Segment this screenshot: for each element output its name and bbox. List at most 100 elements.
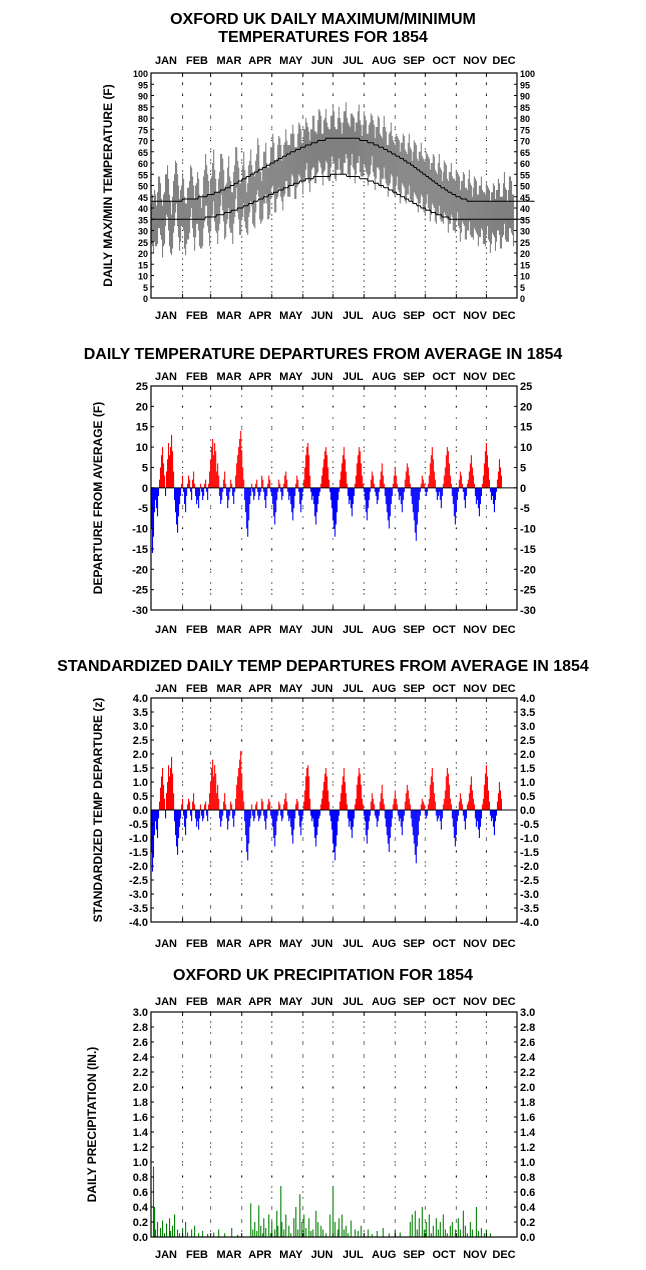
month-label-top: SEP (403, 55, 425, 67)
normal-max-line (151, 137, 535, 202)
y-tick-label-left: 0.0 (133, 1232, 148, 1244)
month-label-top: OCT (432, 371, 456, 383)
month-label-bottom: FEB (186, 624, 208, 636)
y-tick-label-right: 2.4 (520, 1052, 536, 1064)
month-label-bottom: JAN (155, 1249, 177, 1261)
y-tick-label-right: 65 (520, 148, 530, 158)
y-tick-label-right: 20 (520, 401, 532, 413)
month-label-top: AUG (372, 55, 396, 67)
y-tick-label-left: 10 (138, 272, 148, 282)
month-label-top: AUG (372, 683, 396, 695)
month-label-bottom: DEC (492, 624, 515, 636)
y-tick-label-right: 1.4 (520, 1127, 536, 1139)
month-label-bottom: SEP (403, 1249, 425, 1261)
month-label-top: APR (248, 371, 271, 383)
y-tick-label-left: 20 (136, 401, 148, 413)
month-label-top: SEP (403, 996, 425, 1008)
y-tick-label-right: 2.8 (520, 1022, 535, 1034)
y-tick-label-right: 5 (520, 283, 525, 293)
y-tick-label-left: 55 (138, 170, 148, 180)
month-label-bottom: MAR (216, 624, 241, 636)
month-label-top: FEB (186, 996, 208, 1008)
y-tick-label-left: -30 (132, 605, 148, 617)
month-label-bottom: AUG (372, 938, 396, 950)
y-tick-label-right: 70 (520, 137, 530, 147)
month-label-bottom: MAR (216, 1249, 241, 1261)
month-label-top: DEC (492, 371, 515, 383)
y-tick-label-left: 2.6 (133, 1037, 148, 1049)
y-tick-label-left: -3.0 (129, 889, 148, 901)
month-label-top: MAY (279, 683, 303, 695)
y-tick-label-left: 3.5 (133, 707, 148, 719)
y-tick-label-left: 65 (138, 148, 148, 158)
y-tick-label-right: 0.5 (520, 791, 535, 803)
y-tick-label-right: 0 (520, 294, 525, 304)
month-label-top: MAY (279, 371, 303, 383)
y-tick-label-right: 0.0 (520, 1232, 535, 1244)
month-label-top: FEB (186, 55, 208, 67)
month-label-bottom: NOV (463, 1249, 488, 1261)
chart-title: OXFORD UK DAILY MAXIMUM/MINIMUM (170, 11, 476, 28)
y-tick-label-right: 0.2 (520, 1217, 535, 1229)
y-tick-label-left: -1.5 (129, 847, 148, 859)
month-label-bottom: NOV (463, 938, 488, 950)
y-tick-label-right: -20 (520, 564, 536, 576)
y-tick-label-right: -1.5 (520, 847, 539, 859)
month-label-top: OCT (432, 683, 456, 695)
y-tick-label-right: 10 (520, 272, 530, 282)
y-tick-label-right: 40 (520, 204, 530, 214)
chart-title: DAILY TEMPERATURE DEPARTURES FROM AVERAG… (84, 346, 563, 363)
month-label-top: JUL (343, 371, 364, 383)
normal-min-line (151, 173, 525, 220)
y-tick-label-left: 1.8 (133, 1097, 148, 1109)
month-label-top: JAN (155, 371, 177, 383)
month-label-top: MAY (279, 996, 303, 1008)
y-tick-label-left: -4.0 (129, 917, 148, 929)
y-tick-label-left: 3.0 (133, 1007, 148, 1019)
y-tick-label-right: -2.0 (520, 861, 539, 873)
y-tick-label-right: -4.0 (520, 917, 539, 929)
month-label-top: JUN (311, 371, 333, 383)
month-label-bottom: APR (248, 624, 271, 636)
y-tick-label-left: 5 (142, 462, 148, 474)
month-label-top: JAN (155, 683, 177, 695)
month-label-top: AUG (372, 371, 396, 383)
y-tick-label-left: 20 (138, 249, 148, 259)
y-tick-label-right: 1.8 (520, 1097, 535, 1109)
month-label-bottom: JAN (155, 310, 177, 322)
y-tick-label-right: 3.5 (520, 707, 535, 719)
data-marks (152, 1166, 491, 1237)
y-tick-label-left: 85 (138, 103, 148, 113)
month-label-bottom: APR (248, 1249, 271, 1261)
y-tick-label-right: 15 (520, 422, 532, 434)
y-tick-label-left: -15 (132, 544, 148, 556)
month-label-bottom: JUN (311, 1249, 333, 1261)
y-tick-label-left: 50 (138, 182, 148, 192)
month-label-bottom: AUG (372, 310, 396, 322)
month-label-bottom: JUN (311, 624, 333, 636)
y-tick-label-right: -3.5 (520, 903, 539, 915)
month-label-bottom: NOV (463, 624, 488, 636)
month-label-top: JUN (311, 996, 333, 1008)
month-label-top: MAR (216, 683, 241, 695)
chart-panel-precip: OXFORD UK PRECIPITATION FOR 1854 JAN JAN FE… (85, 967, 536, 1261)
y-tick-label-right: -3.0 (520, 889, 539, 901)
y-tick-label-left: 3.0 (133, 721, 148, 733)
y-tick-label-left: -3.5 (129, 903, 148, 915)
month-label-bottom: JUL (343, 938, 364, 950)
y-tick-label-left: 45 (138, 193, 148, 203)
month-label-bottom: JAN (155, 938, 177, 950)
y-tick-label-right: 3.0 (520, 1007, 535, 1019)
y-tick-label-right: 1.2 (520, 1142, 535, 1154)
y-tick-label-left: -20 (132, 564, 148, 576)
month-label-top: MAR (216, 996, 241, 1008)
y-tick-label-right: 0.8 (520, 1172, 535, 1184)
y-tick-label-left: 4.0 (133, 693, 148, 705)
y-tick-label-right: 25 (520, 238, 530, 248)
y-tick-label-right: 1.0 (520, 1157, 535, 1169)
y-tick-label-right: -25 (520, 585, 536, 597)
y-tick-label-left: 1.0 (133, 777, 148, 789)
month-label-bottom: MAY (279, 310, 303, 322)
grid (181, 1011, 488, 1238)
